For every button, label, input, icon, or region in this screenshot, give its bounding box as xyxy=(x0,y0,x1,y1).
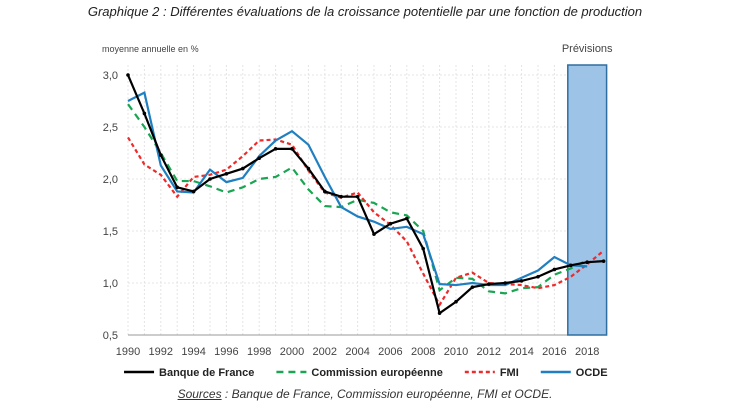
data-point xyxy=(454,299,458,304)
y-tick-label: 3,0 xyxy=(103,70,118,82)
data-point xyxy=(257,156,262,160)
data-point xyxy=(306,166,311,171)
chart-source: Sources : Banque de France, Commission e… xyxy=(0,387,730,401)
data-point xyxy=(159,153,163,157)
x-tick-label: 2008 xyxy=(411,346,435,358)
data-point xyxy=(241,166,245,171)
legend-label: FMI xyxy=(500,367,519,379)
forecast-annotation: Prévisions xyxy=(562,43,613,55)
data-point xyxy=(224,172,229,176)
x-tick-label: 2016 xyxy=(542,346,566,358)
y-tick-label: 0,5 xyxy=(103,330,118,342)
x-tick-label: 1998 xyxy=(247,346,271,358)
data-point xyxy=(208,177,212,181)
data-point xyxy=(290,147,294,151)
data-point xyxy=(323,189,327,194)
x-tick-label: 2012 xyxy=(477,346,501,358)
legend-label: Banque de France xyxy=(159,367,254,379)
data-point xyxy=(388,221,393,226)
series-line-fmi xyxy=(127,136,605,308)
source-label: Sources xyxy=(177,387,222,401)
y-tick-label: 1,0 xyxy=(103,278,118,290)
data-point xyxy=(552,267,557,272)
data-point xyxy=(437,311,442,315)
x-tick-label: 1996 xyxy=(214,346,238,358)
x-tick-label: 2014 xyxy=(509,346,533,358)
x-tick-label: 2002 xyxy=(313,346,337,358)
data-point xyxy=(421,246,426,251)
chart-title: Graphique 2 : Différentes évaluations de… xyxy=(87,4,643,19)
legend-label: Commission européenne xyxy=(311,367,442,379)
data-point xyxy=(569,263,573,268)
data-point xyxy=(355,194,360,199)
source-text: : Banque de France, Commission européenn… xyxy=(221,387,553,401)
data-point xyxy=(503,281,508,285)
y-tick-label: 2,0 xyxy=(103,174,118,186)
x-tick-label: 2004 xyxy=(345,346,369,358)
data-point xyxy=(470,285,475,289)
data-point xyxy=(142,111,147,116)
x-tick-label: 1992 xyxy=(149,346,173,358)
line-chart: 0,5 1,0 1,5 2,0 2,5 3,0 1990 1992 1994 1996 1998 20… xyxy=(102,43,613,379)
data-point xyxy=(585,260,589,265)
y-axis-label: moyenne annuelle en % xyxy=(102,44,199,54)
data-point xyxy=(339,194,344,199)
series-line-banque-de-france xyxy=(126,74,604,315)
legend-label: OCDE xyxy=(576,367,608,379)
x-tick-label: 2010 xyxy=(444,346,468,358)
forecast-region xyxy=(567,64,608,336)
x-tick-label: 2000 xyxy=(280,346,304,358)
data-point xyxy=(191,189,196,194)
data-point xyxy=(126,73,130,77)
data-point xyxy=(273,147,278,151)
data-point xyxy=(405,216,409,221)
data-point xyxy=(519,279,524,283)
y-tick-label: 2,5 xyxy=(103,122,118,134)
x-tick-label: 2006 xyxy=(378,346,402,358)
data-point xyxy=(372,232,376,236)
data-point xyxy=(601,259,606,263)
data-point xyxy=(536,274,540,279)
data-point xyxy=(487,282,491,286)
data-point xyxy=(175,185,179,190)
x-tick-label: 2018 xyxy=(575,346,599,358)
x-tick-label: 1994 xyxy=(181,346,205,358)
x-tick-label: 1990 xyxy=(116,346,140,358)
y-tick-label: 1,5 xyxy=(103,226,118,238)
